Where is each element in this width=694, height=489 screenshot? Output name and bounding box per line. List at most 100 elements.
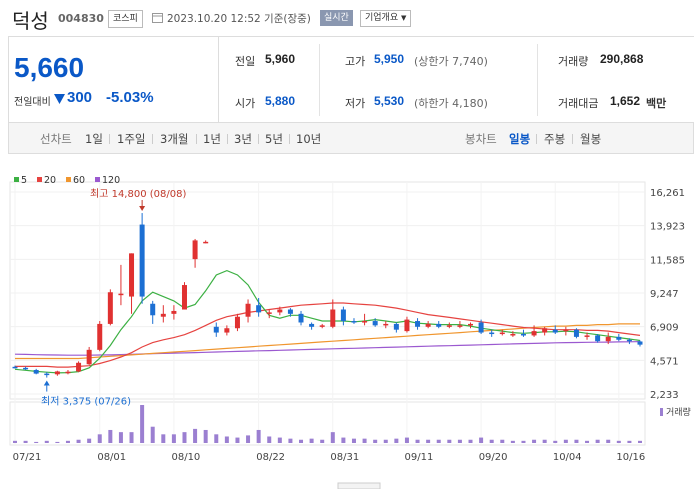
- ma120-line: [14, 341, 641, 356]
- candle-weekly[interactable]: 주봉: [544, 132, 566, 146]
- high-value: 5,950: [374, 52, 405, 66]
- volume-bar: [563, 439, 568, 443]
- chart-scroll-handle: [337, 482, 381, 489]
- candle-body: [425, 323, 431, 327]
- open-label: 시가: [235, 97, 256, 110]
- candle-body: [12, 366, 18, 369]
- volume-bar: [542, 439, 547, 443]
- candle-body: [118, 293, 124, 296]
- volume-bar: [627, 440, 632, 443]
- volume-bar: [447, 439, 452, 443]
- candle-body: [192, 240, 198, 260]
- candle-body: [531, 331, 537, 336]
- stock-header: 덕성 004830 코스피 2023.10.20 12:52 기준(장중) 실시…: [0, 0, 694, 36]
- volume-bar: [404, 437, 409, 443]
- x-tick-label: 10/04: [553, 452, 582, 463]
- volume-bar: [299, 439, 304, 443]
- volume-bar: [457, 439, 462, 443]
- legend-swatch: [37, 177, 42, 182]
- chevron-down-icon: ▼: [401, 14, 407, 22]
- volume-bar: [330, 432, 335, 443]
- divider: [319, 44, 320, 116]
- volume-bar: [267, 436, 272, 443]
- prev-close-label: 전일: [235, 55, 256, 68]
- volume-bar: [161, 434, 166, 443]
- candle-body: [573, 329, 579, 337]
- period-5y[interactable]: 5년: [265, 132, 283, 146]
- company-overview-dropdown[interactable]: 기업개요 ▼: [360, 10, 412, 27]
- separator: [258, 134, 259, 144]
- volume-bar: [23, 440, 28, 443]
- volume-bar: [235, 437, 240, 443]
- candle-body: [552, 329, 558, 333]
- volume-bar: [44, 440, 49, 443]
- separator: [536, 134, 537, 144]
- company-overview-label: 기업개요: [365, 13, 399, 23]
- low-annotation: 최저 3,375 (07/26): [41, 396, 131, 408]
- volume-bar: [55, 441, 60, 443]
- candle-body: [340, 309, 346, 322]
- volume-bar: [108, 429, 113, 443]
- volume-bar: [383, 439, 388, 443]
- x-tick-label: 09/11: [405, 452, 434, 463]
- volume-bar: [436, 439, 441, 443]
- candle-body: [76, 362, 82, 372]
- candle-body: [330, 309, 336, 327]
- x-tick-label: 07/21: [13, 452, 42, 463]
- candle-body: [478, 322, 484, 333]
- volume-bar: [510, 440, 515, 443]
- x-tick-label: 08/01: [97, 452, 126, 463]
- realtime-button[interactable]: 실시간: [320, 10, 353, 26]
- candle-body: [129, 253, 135, 297]
- volume-bar: [479, 437, 484, 443]
- upper-limit: (상한가 7,740): [414, 55, 488, 68]
- period-1y[interactable]: 1년: [203, 132, 221, 146]
- period-10y[interactable]: 10년: [296, 132, 322, 146]
- volume-bar: [553, 440, 558, 443]
- candle-body: [584, 335, 590, 337]
- candle-monthly[interactable]: 월봉: [580, 132, 602, 146]
- candle-body: [319, 325, 325, 327]
- volume-bar: [606, 439, 611, 443]
- candle-body: [181, 285, 187, 310]
- candle-body: [86, 349, 92, 365]
- candle-daily[interactable]: 일봉: [509, 132, 531, 146]
- low-label: 저가: [345, 97, 366, 110]
- volume-bar: [256, 429, 261, 443]
- candle-body: [446, 325, 452, 327]
- volume-bar: [468, 439, 473, 443]
- candle-body: [626, 339, 632, 342]
- y-tick-label: 11,585: [650, 255, 685, 266]
- candle-body: [436, 323, 442, 327]
- volume-bar: [394, 438, 399, 443]
- candle-body: [563, 329, 569, 332]
- divider: [537, 44, 538, 116]
- candle-body: [224, 328, 230, 333]
- period-bar: [8, 122, 694, 154]
- price-box: [8, 36, 219, 122]
- candle-body: [44, 373, 50, 376]
- volume-label: 거래량: [558, 55, 589, 68]
- volume-bar: [203, 429, 208, 443]
- volume-bar: [595, 439, 600, 443]
- period-3m[interactable]: 3개월: [160, 132, 189, 146]
- price-chart[interactable]: 16,261 13,923 11,585 9,247 6,909 4,571 2,233 07…: [0, 170, 694, 489]
- trade-value-label: 거래대금: [558, 97, 599, 110]
- separator: [572, 134, 573, 144]
- separator: [152, 134, 153, 144]
- stock-name: 덕성: [12, 9, 49, 33]
- candle-body: [33, 369, 39, 374]
- volume-bar: [182, 432, 187, 443]
- candle-body: [150, 303, 156, 316]
- period-1w[interactable]: 1주일: [117, 132, 146, 146]
- period-3y[interactable]: 3년: [234, 132, 252, 146]
- volume-bar: [532, 439, 537, 443]
- volume-legend-label: 거래량: [666, 406, 691, 418]
- candle-body: [510, 333, 516, 336]
- current-price: 5,660: [14, 52, 85, 83]
- period-1d[interactable]: 1일: [85, 132, 103, 146]
- candle-body: [266, 312, 272, 314]
- candle-body: [23, 367, 29, 370]
- separator: [227, 134, 228, 144]
- volume-bar: [638, 440, 642, 443]
